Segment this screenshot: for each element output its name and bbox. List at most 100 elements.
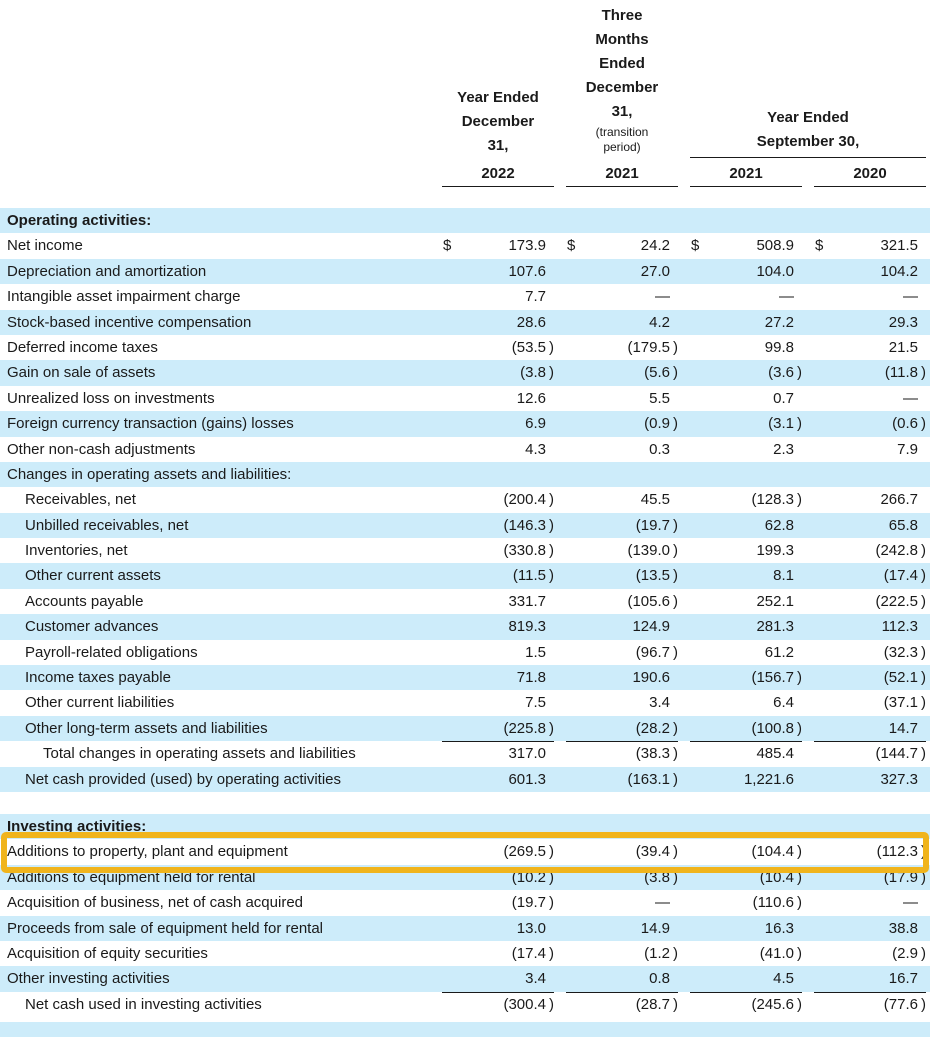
column-gap (926, 284, 930, 309)
value-number: 3.4 (649, 694, 670, 712)
column-gap (802, 614, 814, 639)
column-gap (802, 360, 814, 385)
value-number: (37.1 (883, 694, 918, 712)
closing-paren: ) (673, 364, 678, 382)
value-cell (814, 462, 926, 487)
column-gap (926, 716, 930, 742)
row-label: Acquisition of business, net of cash acq… (7, 894, 304, 912)
row-label: Receivables, net (25, 491, 136, 509)
row-label: Operating activities: (7, 212, 152, 229)
column-gap (554, 335, 566, 360)
value-number: 0.8 (649, 970, 670, 988)
value-number: (146.3 (503, 516, 546, 534)
value-number: 0.7 (773, 389, 794, 407)
value-cell: 45.5 (566, 487, 678, 512)
row-label: Inventories, net (25, 542, 128, 560)
row-label: Additions to property, plant and equipme… (7, 843, 288, 861)
row-label: Income taxes payable (25, 669, 171, 687)
column-gap (554, 310, 566, 335)
value-number: 601.3 (508, 770, 546, 788)
value-cell: 62.8 (690, 513, 802, 538)
value-cell: 7.7 (442, 284, 554, 309)
value-cell: (1.2) (566, 941, 678, 966)
value-number: (10.2 (511, 868, 546, 886)
value-cell (442, 208, 554, 233)
column-gap (554, 360, 566, 385)
column-gap (802, 716, 814, 742)
value-number: 65.8 (888, 516, 918, 534)
value-cell: 65.8 (814, 513, 926, 538)
value-number: — (903, 894, 918, 912)
column-gap (678, 310, 690, 335)
value-cell: (32.3) (814, 640, 926, 665)
value-number: 124.9 (632, 618, 670, 636)
value-cell: 7.9 (814, 437, 926, 462)
currency-symbol: $ (443, 237, 452, 255)
value-cell: (245.6) (690, 992, 802, 1017)
column-gap (678, 890, 690, 915)
closing-paren: ) (549, 542, 554, 560)
closing-paren: ) (673, 745, 678, 763)
row-label: Other non-cash adjustments (7, 440, 196, 458)
value-number: 24.2 (640, 237, 670, 255)
table-row: Stock-based incentive compensation 28.6 4.… (0, 309, 930, 335)
column-gap (678, 462, 690, 487)
value-number: (269.5 (503, 843, 546, 861)
column-gap (678, 513, 690, 538)
col34-header-cell: Year Ended September 30, (690, 106, 926, 158)
value-number: (11.5 (512, 567, 546, 585)
value-number: (53.5 (511, 338, 546, 356)
value-cell: 3.4 (442, 966, 554, 993)
value-cell: 6.9 (442, 411, 554, 436)
value-cell: (144.7) (814, 741, 926, 768)
column-gap (802, 310, 814, 335)
value-cell: 1.5 (442, 640, 554, 665)
closing-paren: ) (673, 542, 678, 560)
row-label: Unbilled receivables, net (25, 516, 189, 534)
column-gap (678, 259, 690, 284)
value-number: (77.6 (883, 995, 918, 1013)
value-cell: (156.7) (690, 665, 802, 690)
closing-paren: ) (921, 694, 926, 712)
column-gap (678, 360, 690, 385)
value-cell (566, 462, 678, 487)
value-cell: 61.2 (690, 640, 802, 665)
value-cell: 124.9 (566, 614, 678, 639)
value-cell: (53.5) (442, 335, 554, 360)
value-number: (38.3 (635, 745, 670, 763)
value-cell: (163.1) (566, 767, 678, 792)
value-number: 62.8 (764, 516, 794, 534)
value-number: 21.5 (888, 338, 918, 356)
table-row: Other current assets (11.5) (13.5) 8.1 (17.4… (0, 563, 930, 589)
value-number: 2.3 (773, 440, 794, 458)
value-cell: 4.2 (566, 310, 678, 335)
value-number: (3.6 (768, 364, 794, 382)
closing-paren: ) (673, 770, 678, 788)
value-number: 29.3 (888, 313, 918, 331)
value-cell: 0.3 (566, 437, 678, 462)
column-gap (802, 411, 814, 436)
value-cell: (100.8) (690, 716, 802, 743)
column-gap (802, 386, 814, 411)
column-gap (554, 890, 566, 915)
column-gap (554, 992, 566, 1017)
value-number: (105.6 (627, 592, 670, 610)
column-gap (554, 665, 566, 690)
value-cell: 16.3 (690, 916, 802, 941)
value-number: (179.5 (627, 338, 670, 356)
value-cell: (96.7) (566, 640, 678, 665)
value-cell: (77.6) (814, 992, 926, 1017)
column-gap (678, 1022, 690, 1037)
column-gap (802, 767, 814, 792)
column-gap (802, 513, 814, 538)
value-number: 281.3 (756, 618, 794, 636)
table-row: Additions to property, plant and equipme… (0, 832, 930, 873)
value-number: 7.9 (897, 440, 918, 458)
value-number: (112.3 (876, 843, 918, 861)
table-row: Accounts payable 331.7 (105.6) 252.1 (222.5) (0, 589, 930, 614)
row-label: Acquisition of equity securities (7, 944, 208, 962)
value-number: (200.4 (503, 491, 546, 509)
value-cell (814, 1022, 926, 1037)
value-number: (19.7 (511, 894, 546, 912)
